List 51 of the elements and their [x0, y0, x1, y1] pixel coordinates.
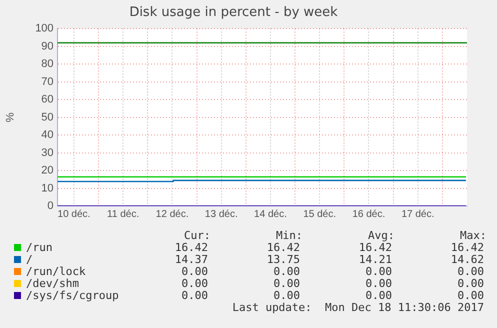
text: 0.00	[366, 289, 392, 302]
legend-label: /run/lock	[26, 265, 86, 278]
text: 16.42	[266, 241, 300, 254]
y-tick-label: 90	[41, 40, 54, 52]
text: Avg:	[368, 229, 394, 242]
text: Max:	[460, 229, 486, 242]
text: 0.00	[274, 289, 300, 302]
text: 0.00	[182, 277, 208, 290]
text: 16.42	[450, 241, 484, 254]
x-tick-label: 15 déc.	[303, 208, 336, 220]
y-axis-title: %	[4, 112, 17, 122]
x-tick-label: 16 déc.	[352, 208, 386, 220]
y-tick-label: 40	[41, 129, 54, 142]
legend-label: /	[26, 253, 33, 266]
y-tick-label: 20	[41, 164, 54, 177]
y-tick-label: 50	[41, 111, 54, 124]
y-tick-label: 70	[41, 76, 54, 88]
text: 0.00	[458, 265, 484, 278]
x-tick-label: 12 déc.	[156, 208, 189, 220]
y-tick-label: 0	[47, 200, 54, 212]
text: 14.62	[450, 253, 484, 266]
text: 0.00	[366, 265, 392, 278]
text: 16.42	[358, 241, 392, 254]
text: Last update: Mon Dec 18 11:30:06 2017	[232, 301, 484, 314]
x-tick-label: 14 déc.	[254, 208, 287, 220]
text: 0.00	[366, 277, 392, 290]
text: 0.00	[274, 277, 300, 290]
text: 0.00	[458, 277, 484, 290]
text: Min:	[276, 229, 302, 242]
x-tick-label: 11 déc.	[107, 208, 140, 220]
text: 14.37	[174, 253, 208, 266]
text: Cur:	[184, 229, 210, 242]
text: 16.42	[174, 241, 208, 254]
chart-title: Disk usage in percent - by week	[129, 5, 338, 20]
legend-label: /run	[26, 241, 52, 254]
legend-label: /dev/shm	[26, 277, 79, 290]
text: 0.00	[274, 265, 300, 278]
text: 0.00	[182, 265, 208, 278]
y-tick-label: 80	[41, 58, 54, 70]
x-tick-label: 17 déc.	[401, 208, 434, 220]
text: 14.21	[358, 253, 392, 266]
text: 13.75	[266, 253, 300, 266]
x-tick-label: 10 déc.	[58, 208, 90, 220]
y-tick-label: 60	[41, 94, 54, 106]
y-tick-label: 100	[35, 22, 54, 35]
text: 0.00	[182, 289, 208, 302]
y-tick-label: 10	[41, 182, 54, 194]
legend-label: /sys/fs/cgroup	[26, 289, 119, 302]
text: 0.00	[458, 289, 484, 302]
y-tick-label: 30	[41, 146, 54, 159]
x-tick-label: 13 déc.	[204, 208, 238, 220]
